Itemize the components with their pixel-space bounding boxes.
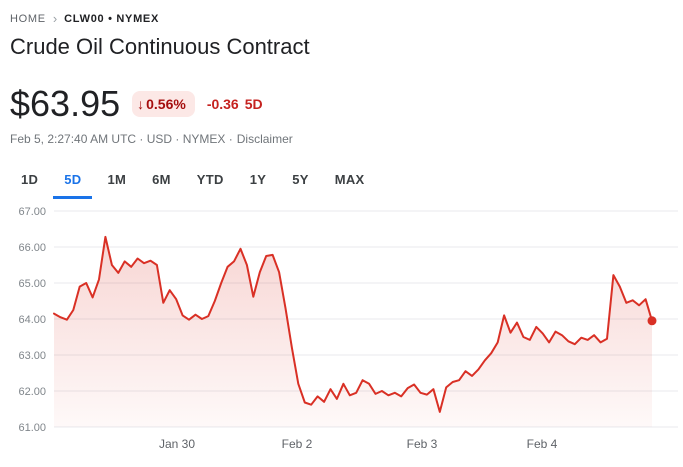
- tab-ytd[interactable]: YTD: [186, 164, 235, 199]
- tab-1m[interactable]: 1M: [96, 164, 137, 199]
- svg-text:Feb 2: Feb 2: [282, 437, 313, 451]
- tab-max[interactable]: MAX: [324, 164, 376, 199]
- page-title: Crude Oil Continuous Contract: [10, 34, 310, 59]
- price-value: $63.95: [10, 83, 121, 124]
- disclaimer-link[interactable]: Disclaimer: [236, 131, 293, 146]
- tab-1d[interactable]: 1D: [10, 164, 49, 199]
- tab-6m[interactable]: 6M: [141, 164, 182, 199]
- price-chart[interactable]: 67.00 66.00 65.00 64.00 63.00 62.00 61.00 Jan 3…: [10, 201, 683, 453]
- finance-quote-page: HOME › CLW00 • NYMEX Crude Oil Continuou…: [10, 12, 683, 453]
- timestamp: Feb 5, 2:27:40 AM UTC · USD · NYMEX ·: [10, 131, 233, 146]
- svg-text:Jan 30: Jan 30: [159, 437, 195, 451]
- breadcrumb-home-link[interactable]: HOME: [10, 12, 46, 25]
- svg-text:61.00: 61.00: [18, 422, 46, 434]
- svg-text:62.00: 62.00: [18, 386, 46, 398]
- breadcrumb: HOME › CLW00 • NYMEX: [10, 12, 683, 25]
- tab-1y[interactable]: 1Y: [239, 164, 278, 199]
- arrow-down-icon: ↓: [137, 95, 145, 112]
- range-tabs: 1D 5D 1M 6M YTD 1Y 5Y MAX: [10, 164, 683, 199]
- breadcrumb-symbol: CLW00 • NYMEX: [64, 12, 160, 25]
- chart-canvas[interactable]: 67.00 66.00 65.00 64.00 63.00 62.00 61.00 Jan 3…: [10, 201, 680, 453]
- svg-text:Feb 4: Feb 4: [527, 437, 558, 451]
- quote-row: $63.95 ↓ 0.56% -0.36 5D: [10, 84, 683, 124]
- svg-text:63.00: 63.00: [18, 350, 46, 362]
- change-period: 5D: [244, 95, 263, 112]
- tab-5y[interactable]: 5Y: [281, 164, 320, 199]
- change-percent: 0.56%: [146, 95, 186, 112]
- svg-text:Feb 3: Feb 3: [407, 437, 438, 451]
- svg-text:67.00: 67.00: [18, 206, 46, 218]
- chevron-right-icon: ›: [52, 11, 58, 26]
- svg-text:64.00: 64.00: [18, 314, 46, 326]
- quote-meta: Feb 5, 2:27:40 AM UTC · USD · NYMEX · Di…: [10, 132, 683, 146]
- svg-text:65.00: 65.00: [18, 278, 46, 290]
- change-percent-badge: ↓ 0.56%: [132, 90, 195, 117]
- change-amount: -0.36: [206, 95, 239, 112]
- tab-5d[interactable]: 5D: [53, 164, 93, 199]
- svg-text:66.00: 66.00: [18, 242, 46, 254]
